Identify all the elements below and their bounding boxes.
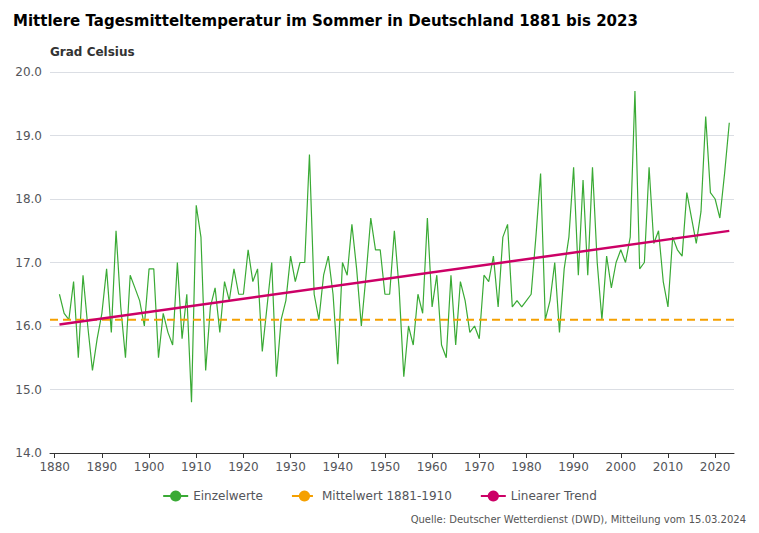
svg-text:2010: 2010 bbox=[653, 460, 684, 474]
svg-text:1940: 1940 bbox=[322, 460, 353, 474]
svg-text:Mittelwert 1881-1910: Mittelwert 1881-1910 bbox=[322, 489, 452, 503]
svg-text:20.0: 20.0 bbox=[15, 65, 42, 79]
svg-text:Quelle: Deutscher Wetterdienst: Quelle: Deutscher Wetterdienst (DWD), Mi… bbox=[411, 514, 746, 525]
svg-text:1880: 1880 bbox=[39, 460, 70, 474]
svg-text:1930: 1930 bbox=[275, 460, 306, 474]
svg-text:Einzelwerte: Einzelwerte bbox=[193, 489, 263, 503]
svg-text:17.0: 17.0 bbox=[15, 256, 42, 270]
svg-text:1990: 1990 bbox=[558, 460, 589, 474]
svg-text:1980: 1980 bbox=[511, 460, 542, 474]
svg-text:Linearer Trend: Linearer Trend bbox=[511, 489, 597, 503]
svg-text:1890: 1890 bbox=[87, 460, 118, 474]
svg-text:1960: 1960 bbox=[417, 460, 448, 474]
svg-text:18.0: 18.0 bbox=[15, 192, 42, 206]
svg-text:14.0: 14.0 bbox=[15, 446, 42, 460]
svg-text:1900: 1900 bbox=[134, 460, 165, 474]
svg-text:Mittlere Tagesmitteltemperatur: Mittlere Tagesmitteltemperatur im Sommer… bbox=[13, 12, 638, 30]
svg-text:1910: 1910 bbox=[181, 460, 212, 474]
svg-text:2000: 2000 bbox=[606, 460, 637, 474]
svg-text:15.0: 15.0 bbox=[15, 383, 42, 397]
svg-text:1970: 1970 bbox=[464, 460, 495, 474]
svg-text:1920: 1920 bbox=[228, 460, 259, 474]
svg-text:1950: 1950 bbox=[370, 460, 401, 474]
svg-text:19.0: 19.0 bbox=[15, 129, 42, 143]
svg-text:16.0: 16.0 bbox=[15, 319, 42, 333]
svg-text:2020: 2020 bbox=[700, 460, 731, 474]
svg-text:Grad Celsius: Grad Celsius bbox=[50, 45, 135, 59]
